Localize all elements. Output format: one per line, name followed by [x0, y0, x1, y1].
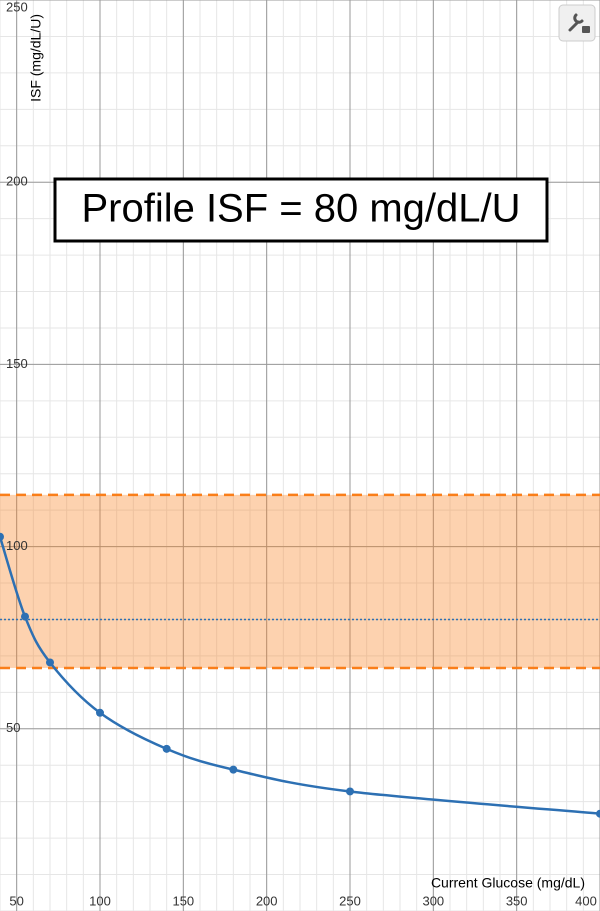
annotation-box [53, 177, 549, 243]
settings-button[interactable] [558, 4, 596, 42]
y-tick-label: 150 [6, 356, 28, 371]
point [21, 612, 29, 621]
x-tick-label: 350 [506, 893, 528, 908]
x-tick-label: 100 [89, 893, 111, 908]
x-tick-label: 400 [575, 893, 597, 908]
x-axis-label: Current Glucose (mg/dL) [431, 875, 585, 891]
point [162, 744, 171, 753]
x-tick-label: 250 [339, 893, 361, 908]
y-axis-label: ISF (mg/dL/U) [28, 14, 44, 102]
x-tick-label: 50 [9, 893, 23, 908]
x-tick-label: 300 [422, 893, 444, 908]
point [46, 658, 54, 667]
annotation: Profile ISF = 80 mg/dL/U [81, 187, 520, 231]
y-tick-label: 250 [6, 0, 28, 14]
y-tick-label: 100 [6, 538, 28, 553]
point [0, 532, 4, 541]
marks [0, 493, 600, 818]
y-tick-label: 200 [6, 174, 28, 189]
point [229, 765, 238, 774]
point [96, 708, 104, 717]
lock-icon [582, 26, 590, 33]
point [346, 787, 354, 796]
x-tick-label: 200 [256, 893, 278, 908]
wrench-icon [568, 13, 584, 32]
band [0, 494, 600, 668]
point [596, 809, 600, 818]
x-tick-label: 150 [172, 893, 194, 908]
y-tick-label: 50 [6, 720, 20, 735]
